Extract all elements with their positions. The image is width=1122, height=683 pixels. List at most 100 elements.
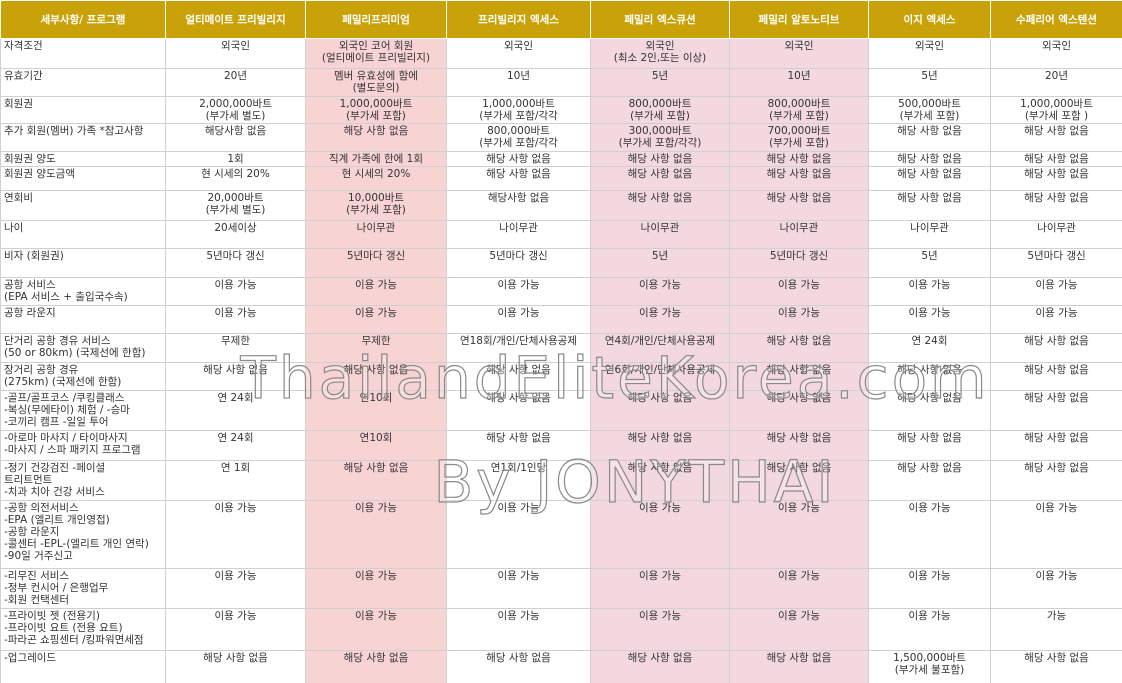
cell: 20,000바트 (부가세 별도) bbox=[165, 190, 306, 221]
cell: 해당 사항 없음 bbox=[305, 460, 447, 501]
cell: 5년 bbox=[590, 248, 730, 278]
row-label: 회원권 bbox=[0, 96, 166, 124]
cell: 연 24회 bbox=[165, 430, 306, 461]
cell: 이용 가능 bbox=[446, 608, 591, 651]
cell: 외국인 bbox=[990, 38, 1122, 69]
row-label: -아로마 마사지 / 타이마사지 -마사지 / 스파 패키지 프로그램 bbox=[0, 430, 166, 461]
cell: 5년 bbox=[590, 68, 730, 97]
table-row: 비자 (회원권) 5년마다 갱신 5년마다 갱신 5년마다 갱신 5년 5년마다 갱신 5년… bbox=[0, 248, 1122, 278]
cell: 10년 bbox=[729, 68, 869, 97]
cell: 해당 사항 없음 bbox=[729, 362, 869, 391]
cell: 현 시세의 20% bbox=[165, 166, 306, 191]
cell: 이용 가능 bbox=[165, 277, 306, 306]
header-cell: 얼티메이트 프리빌리지 bbox=[165, 0, 306, 39]
table-row: 공항 서비스 (EPA 서비스 + 출입국수속) 이용 가능 이용 가능 이용 가능 이… bbox=[0, 277, 1122, 306]
row-label: -프라이빗 젯 (전용기) -프라이빗 요트 (전용 요트) -파라곤 쇼핑센터… bbox=[0, 608, 166, 651]
cell: 해당 사항 없음 bbox=[868, 362, 991, 391]
cell: 연 24회 bbox=[868, 333, 991, 363]
row-label: 자격조건 bbox=[0, 38, 166, 69]
cell: 해당 사항 없음 bbox=[446, 650, 591, 683]
cell: 이용 가능 bbox=[446, 500, 591, 569]
cell: 이용 가능 bbox=[868, 568, 991, 609]
cell: 외국인 bbox=[165, 38, 306, 69]
table-row: -골프/골프코스 /쿠킹클래스 -복싱(무에타이) 체험 / -승마 -코끼리 … bbox=[0, 390, 1122, 431]
row-label: 추가 회원(멤버) 가족 *참고사항 bbox=[0, 123, 166, 152]
cell: 해당 사항 없음 bbox=[990, 333, 1122, 363]
cell: 해당 사항 없음 bbox=[729, 430, 869, 461]
cell: 해당 사항 없음 bbox=[590, 151, 730, 167]
table-row: -리무진 서비스 -정부 컨시어 / 은행업무 -회원 컨택센터 이용 가능 이용 … bbox=[0, 568, 1122, 609]
cell: 연6회/개인/단체사용공제 bbox=[590, 362, 730, 391]
cell: 이용 가능 bbox=[446, 305, 591, 334]
cell: 나이무관 bbox=[729, 220, 869, 249]
cell: 해당 사항 없음 bbox=[446, 166, 591, 191]
table-body: 자격조건 외국인 외국인 코어 회원 (얼티메이트 프리빌리지) 외국인 외국인 (최소… bbox=[0, 38, 1122, 683]
cell: 이용 가능 bbox=[990, 305, 1122, 334]
cell: 10년 bbox=[446, 68, 591, 97]
cell: 해당 사항 없음 bbox=[868, 430, 991, 461]
cell: 2,000,000바트 (부가세 별도) bbox=[165, 96, 306, 124]
cell: 무제한 bbox=[305, 333, 447, 363]
cell: 무제한 bbox=[165, 333, 306, 363]
cell: 이용 가능 bbox=[446, 277, 591, 306]
header-cell: 수페리어 엑스텐션 bbox=[990, 0, 1122, 39]
cell: 20세이상 bbox=[165, 220, 306, 249]
cell: 해당 사항 없음 bbox=[990, 650, 1122, 683]
cell: 해당 사항 없음 bbox=[305, 123, 447, 152]
cell: 500,000바트 (부가세 포함) bbox=[868, 96, 991, 124]
cell: 이용 가능 bbox=[729, 500, 869, 569]
cell: 이용 가능 bbox=[165, 305, 306, 334]
table-row: -프라이빗 젯 (전용기) -프라이빗 요트 (전용 요트) -파라곤 쇼핑센터… bbox=[0, 608, 1122, 651]
cell: 해당 사항 없음 bbox=[729, 151, 869, 167]
cell: 해당 사항 없음 bbox=[990, 166, 1122, 191]
cell: 해당 사항 없음 bbox=[165, 650, 306, 683]
cell: 해당 사항 없음 bbox=[590, 460, 730, 501]
cell: 800,000바트 (부가세 포함) bbox=[729, 96, 869, 124]
cell: 해당사항 없음 bbox=[446, 190, 591, 221]
cell: 이용 가능 bbox=[305, 608, 447, 651]
cell: 이용 가능 bbox=[305, 277, 447, 306]
cell: 나이무관 bbox=[990, 220, 1122, 249]
table-row: 추가 회원(멤버) 가족 *참고사항 해당사항 없음 해당 사항 없음 800,000… bbox=[0, 123, 1122, 152]
cell: 외국인 (최소 2인,또는 이상) bbox=[590, 38, 730, 69]
table-row: 회원권 2,000,000바트 (부가세 별도) 1,000,000바트 (부가세 … bbox=[0, 96, 1122, 124]
cell: 이용 가능 bbox=[590, 277, 730, 306]
header-cell: 프리빌리지 엑세스 bbox=[446, 0, 591, 39]
cell: 300,000바트 (부가세 포함/각각) bbox=[590, 123, 730, 152]
cell: 연4회/개인/단체사용공제 bbox=[590, 333, 730, 363]
row-label: -리무진 서비스 -정부 컨시어 / 은행업무 -회원 컨택센터 bbox=[0, 568, 166, 609]
cell: 해당 사항 없음 bbox=[590, 390, 730, 431]
cell: 외국인 bbox=[446, 38, 591, 69]
cell: 해당 사항 없음 bbox=[590, 430, 730, 461]
row-label: -업그레이드 bbox=[0, 650, 166, 683]
cell: 1,000,000바트 (부가세 포함) bbox=[305, 96, 447, 124]
cell: 해당 사항 없음 bbox=[868, 190, 991, 221]
cell: 해당 사항 없음 bbox=[729, 166, 869, 191]
header-row: 세부사항/ 프로그램 얼티메이트 프리빌리지 페밀리프리미엄 프리빌리지 엑세스 페밀리… bbox=[0, 0, 1122, 39]
cell: 해당 사항 없음 bbox=[590, 166, 730, 191]
table-row: 유효기간 20년 멤버 유효성에 함에 (별도문의) 10년 5년 10년 5년 20년 bbox=[0, 68, 1122, 97]
cell: 이용 가능 bbox=[305, 305, 447, 334]
cell: 해당 사항 없음 bbox=[590, 190, 730, 221]
cell: 해당 사항 없음 bbox=[590, 650, 730, 683]
header-cell: 이지 엑세스 bbox=[868, 0, 991, 39]
cell: 해당 사항 없음 bbox=[990, 460, 1122, 501]
cell: 해당 사항 없음 bbox=[990, 390, 1122, 431]
cell: 해당 사항 없음 bbox=[305, 362, 447, 391]
table-row: 회원권 양도금액 현 시세의 20% 현 시세의 20% 해당 사항 없음 해당 사항 … bbox=[0, 166, 1122, 191]
row-label: 단거리 공항 경유 서비스 (50 or 80km) (국제선에 한함) bbox=[0, 333, 166, 363]
header-cell: 페밀리 알토노티브 bbox=[729, 0, 869, 39]
cell: 해당 사항 없음 bbox=[990, 362, 1122, 391]
cell: 외국인 bbox=[729, 38, 869, 69]
table-row: 연회비 20,000바트 (부가세 별도) 10,000바트 (부가세 포함) 해당사… bbox=[0, 190, 1122, 221]
cell: 이용 가능 bbox=[990, 568, 1122, 609]
cell: 연1회/1인당 bbox=[446, 460, 591, 501]
table-row: -공항 의전서비스 -EPA (엘리트 개인영접) -공항 라운지 -콜센터 -… bbox=[0, 500, 1122, 569]
cell: 이용 가능 bbox=[305, 500, 447, 569]
cell: 1,500,000바트 (부가세 불포함) bbox=[868, 650, 991, 683]
row-label: 나이 bbox=[0, 220, 166, 249]
table-row: 자격조건 외국인 외국인 코어 회원 (얼티메이트 프리빌리지) 외국인 외국인 (최소… bbox=[0, 38, 1122, 69]
cell: 이용 가능 bbox=[990, 500, 1122, 569]
row-label: -골프/골프코스 /쿠킹클래스 -복싱(무에타이) 체험 / -승마 -코끼리 … bbox=[0, 390, 166, 431]
